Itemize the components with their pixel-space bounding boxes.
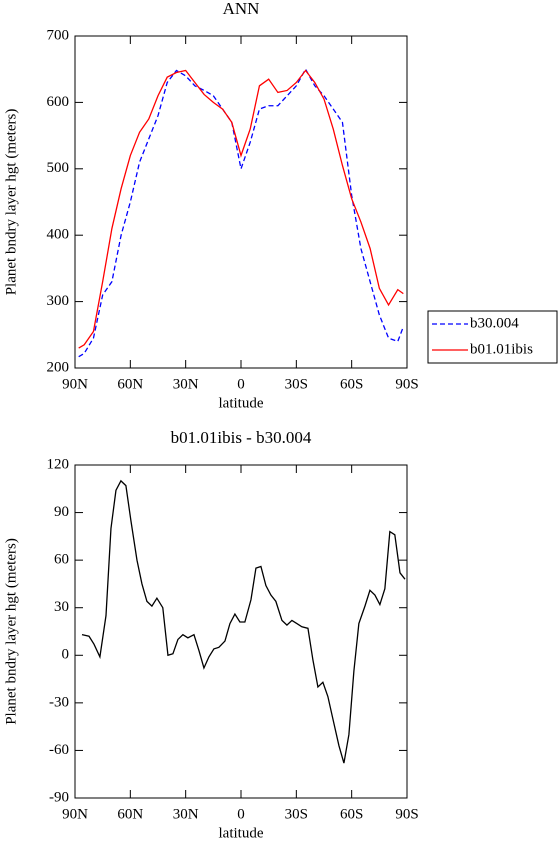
y-tick-label: -30	[49, 694, 69, 710]
y-tick-label: 0	[62, 647, 70, 663]
x-tick-label: 0	[237, 806, 245, 822]
series-line	[78, 69, 404, 349]
x-axis-label: latitude	[219, 825, 264, 841]
y-axis-label: Planet bndry layer hgt (meters)	[3, 538, 19, 725]
x-tick-label: 30N	[173, 376, 199, 392]
x-tick-label: 60S	[340, 806, 363, 822]
legend-box	[427, 310, 558, 364]
y-tick-label: -90	[49, 789, 69, 805]
x-tick-label: 90N	[62, 806, 88, 822]
legend-label: b01.01ibis	[470, 341, 533, 357]
y-tick-label: -60	[49, 742, 69, 758]
y-tick-label: 200	[47, 359, 70, 375]
x-tick-label: 90S	[395, 806, 418, 822]
legend-label: b30.004	[470, 315, 519, 331]
chart-title: b01.01ibis - b30.004	[171, 428, 312, 447]
y-axis-label: Planet bndry layer hgt (meters)	[3, 109, 19, 296]
plot-frame	[74, 464, 408, 799]
series-line	[78, 67, 404, 358]
x-tick-label: 0	[237, 376, 245, 392]
y-tick-label: 120	[47, 456, 70, 472]
x-axis-label: latitude	[219, 395, 264, 411]
y-tick-label: 300	[47, 293, 70, 309]
x-tick-label: 30S	[285, 376, 308, 392]
x-tick-label: 90N	[62, 376, 88, 392]
y-tick-label: 400	[47, 227, 70, 243]
x-tick-label: 30S	[285, 806, 308, 822]
y-tick-label: 600	[47, 94, 70, 110]
data-line	[81, 479, 406, 764]
chart-title: ANN	[223, 0, 260, 18]
plot-frame	[74, 35, 408, 369]
x-tick-label: 30N	[173, 806, 199, 822]
x-tick-label: 60S	[340, 376, 363, 392]
y-tick-label: 90	[54, 504, 69, 520]
x-tick-label: 60N	[117, 376, 143, 392]
y-tick-label: 30	[54, 599, 69, 615]
y-tick-label: 60	[54, 552, 69, 568]
y-tick-label: 500	[47, 160, 70, 176]
x-tick-label: 60N	[117, 806, 143, 822]
y-tick-label: 700	[47, 27, 70, 43]
x-tick-label: 90S	[395, 376, 418, 392]
